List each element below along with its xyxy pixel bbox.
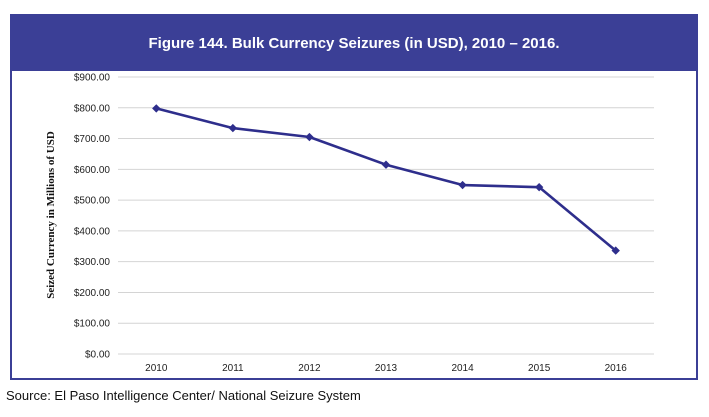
y-tick-label: $100.00 [74,319,111,330]
gridlines [118,76,654,355]
data-point-2014 [458,180,467,190]
y-tick-label: $400.00 [74,226,111,237]
y-tick-label: $300.00 [74,257,111,268]
y-tick-label: $0.00 [85,350,110,361]
source-note: Source: El Paso Intelligence Center/ Nat… [6,388,361,403]
y-tick-label: $700.00 [74,134,111,145]
figure-title: Figure 144. Bulk Currency Seizures (in U… [12,16,696,71]
x-tick-label: 2010 [145,363,168,374]
data-point-2011 [228,123,238,133]
x-tick-label: 2016 [605,363,628,374]
data-point-2015 [534,182,544,192]
y-tick-label: $800.00 [74,103,111,114]
y-axis-title: Seized Currency in Millions of USD [45,131,57,299]
y-tick-label: $200.00 [74,288,111,299]
data-point-2013 [381,160,391,169]
x-axis-ticks: 2010 2011 2012 2013 2014 2015 2016 [145,363,627,374]
x-tick-label: 2015 [528,363,551,374]
x-tick-label: 2013 [375,363,398,374]
y-axis-ticks: $0.00 $100.00 $200.00 $300.00 $400.00 $500.00… [74,73,111,361]
data-point-2012 [305,132,314,142]
x-tick-label: 2014 [451,363,474,374]
y-tick-label: $600.00 [74,165,111,176]
series-layer [152,104,620,255]
data-point-2010 [152,104,161,113]
figure-frame: Figure 144. Bulk Currency Seizures (in U… [10,14,698,380]
data-point-2016 [611,246,620,255]
series-line [155,107,617,252]
x-tick-label: 2011 [222,363,244,374]
y-tick-label: $900.00 [74,73,111,84]
x-tick-label: 2012 [298,363,321,374]
y-tick-label: $500.00 [74,196,111,207]
